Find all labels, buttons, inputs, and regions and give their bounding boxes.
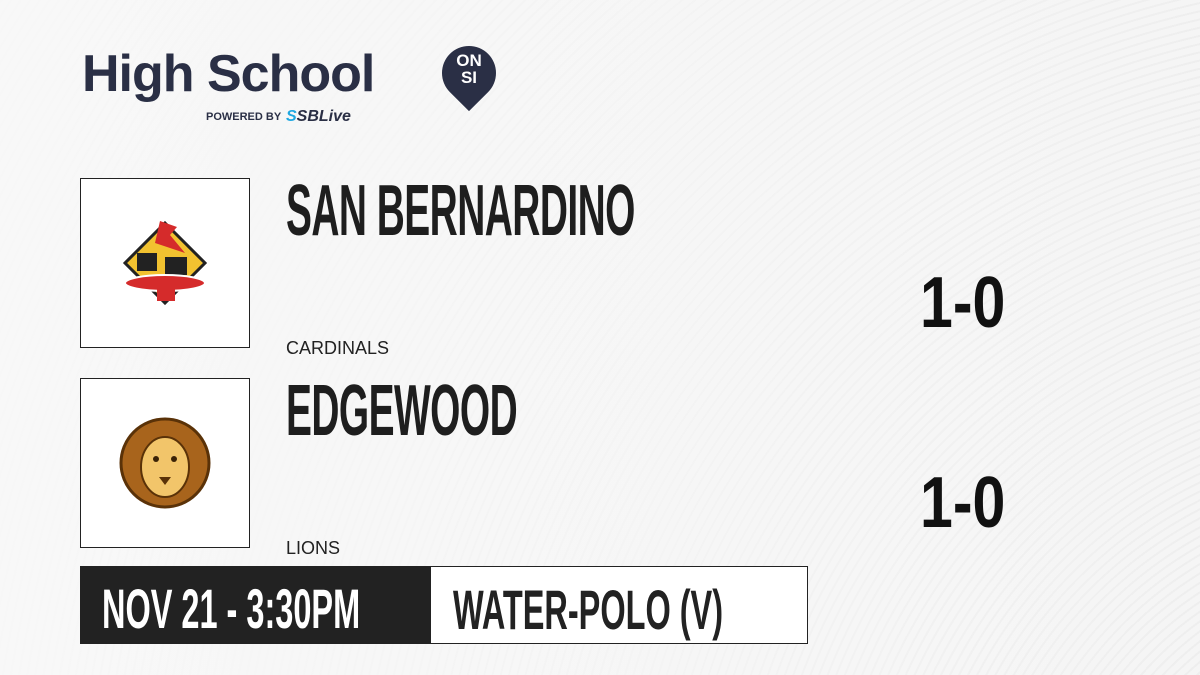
partner-logo: SSBLive (286, 108, 351, 125)
game-sport: WATER-POLO (V) (430, 566, 808, 644)
lion-logo-icon (119, 417, 211, 509)
powered-by: POWERED BY (206, 111, 282, 123)
cardinal-logo-icon (122, 220, 208, 306)
team-mascot: LIONS (286, 538, 341, 558)
team-name: SAN BERNARDINO (286, 171, 635, 251)
team-record: 1-0 (920, 263, 1006, 343)
brand-title: High School (82, 45, 375, 103)
team-logo-san-bernardino (80, 178, 250, 348)
team-record: 1-0 (920, 463, 1006, 543)
team-logo-edgewood (80, 378, 250, 548)
team-mascot: CARDINALS (286, 338, 390, 358)
brand-badge: ON SI (456, 51, 482, 87)
game-datetime: NOV 21 - 3:30PM (80, 566, 430, 644)
team-name: EDGEWOOD (286, 371, 518, 451)
